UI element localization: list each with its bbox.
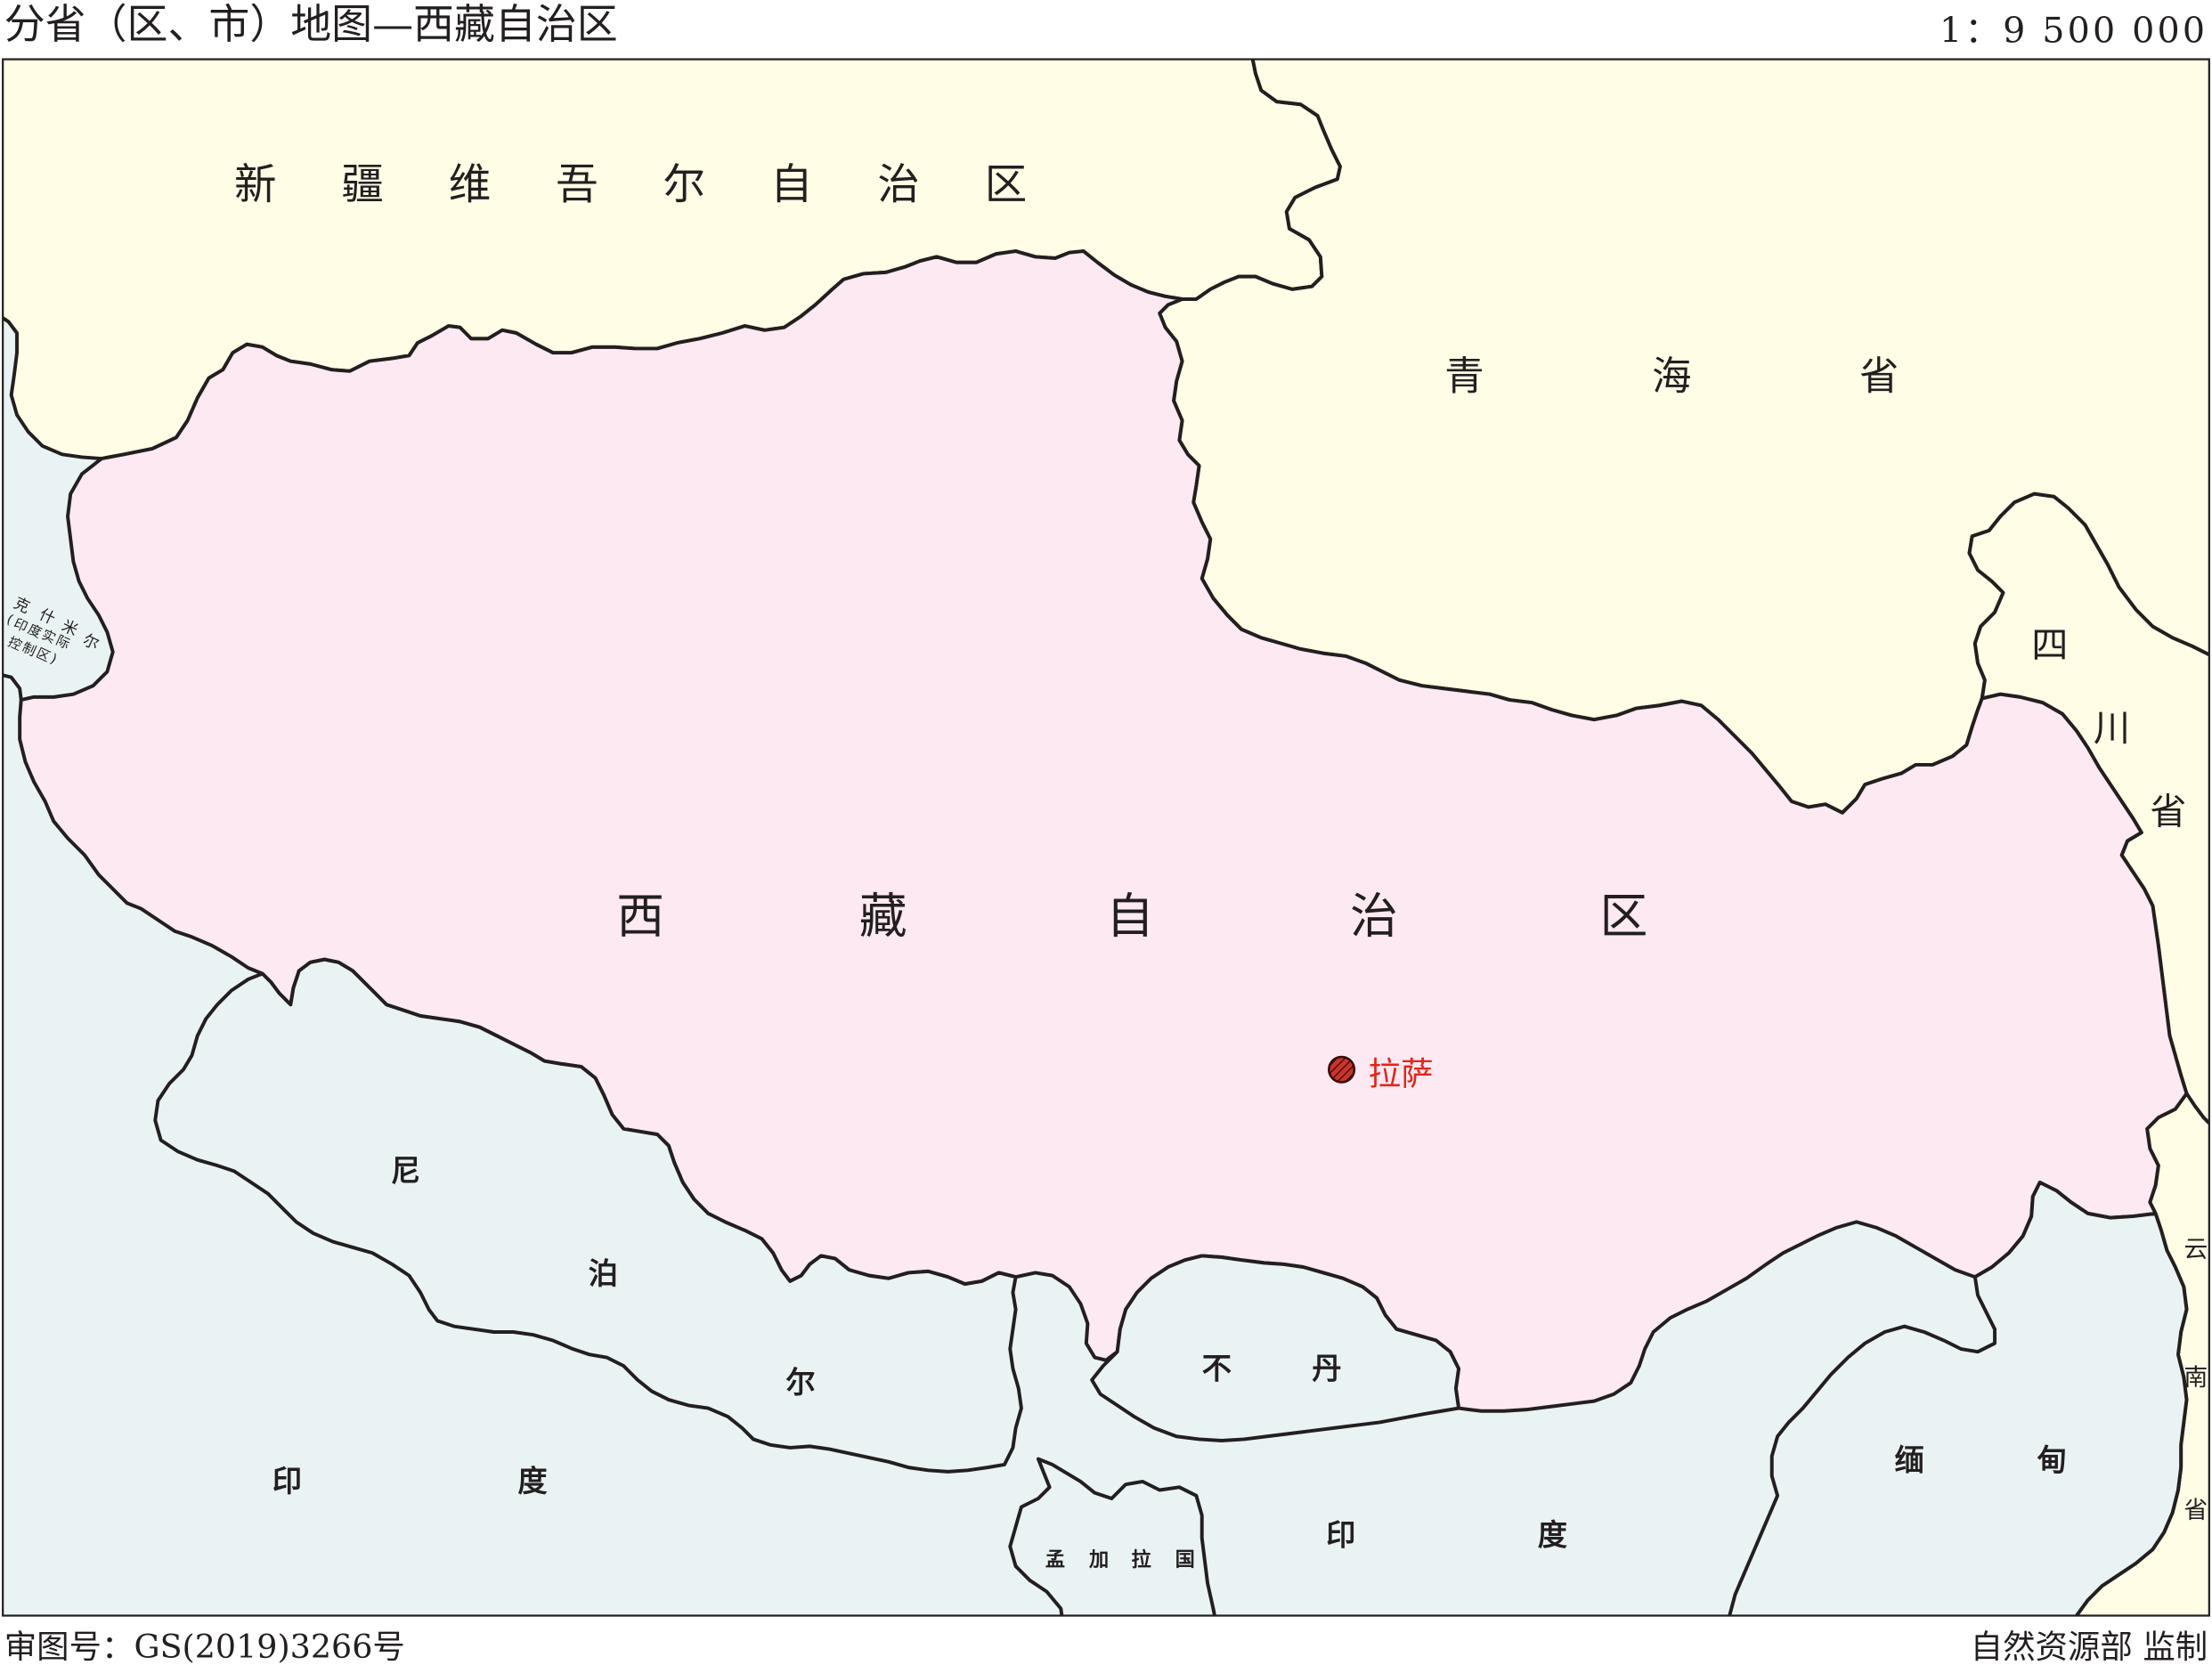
bangladesh-region xyxy=(1008,1457,1217,1616)
lhasa-label: 拉萨 xyxy=(1369,1055,1434,1093)
approval-number: 审图号：GS(2019)3266号 xyxy=(4,1628,405,1665)
publisher-credit: 自然资源部 监制 xyxy=(1971,1628,2208,1665)
bhutan-region xyxy=(1090,1254,1461,1443)
map-area xyxy=(3,59,2209,1616)
capital-marker-icon xyxy=(1328,1055,1356,1084)
kashmir-boundary-line xyxy=(3,673,23,703)
myanmar-region xyxy=(1728,1181,2189,1616)
map-frame xyxy=(2,58,2210,1617)
lhasa-capital: 拉萨 xyxy=(1328,1055,1434,1093)
map-scale: 1：9 500 000 xyxy=(1940,11,2208,52)
nepal-region xyxy=(153,957,1023,1474)
map-title: 分省（区、市）地图—西藏自治区 xyxy=(4,0,618,48)
